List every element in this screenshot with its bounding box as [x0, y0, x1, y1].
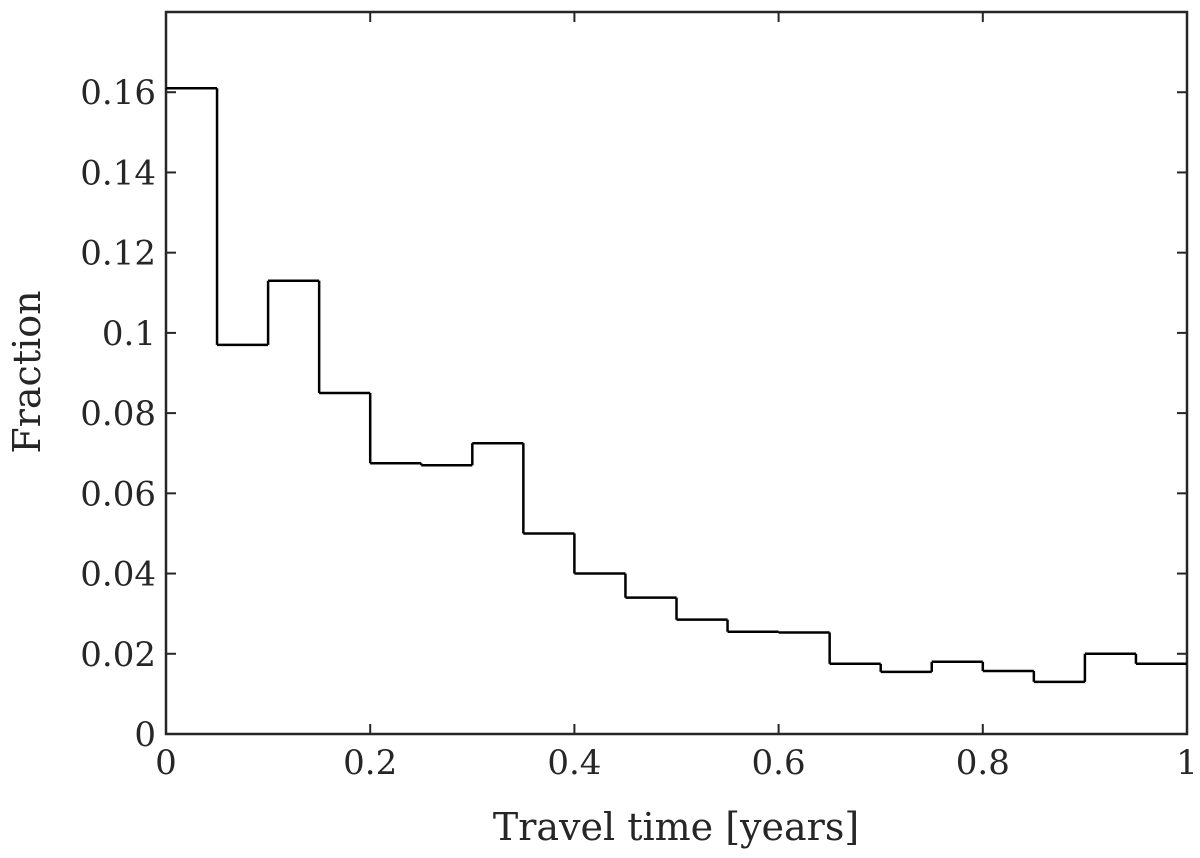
x-tick-label: 0 [155, 743, 177, 783]
histogram-series [166, 86, 1187, 684]
x-axis-title: Travel time [years] [493, 805, 859, 849]
x-tick-label: 0.6 [752, 743, 806, 783]
y-tick-label: 0.06 [80, 474, 156, 514]
y-tick-label: 0.12 [80, 234, 156, 274]
y-tick-label: 0.14 [80, 153, 156, 193]
plot-frame [164, 10, 1189, 736]
x-tick-label: 0.8 [956, 743, 1010, 783]
y-tick-label: 0.1 [102, 314, 156, 354]
y-tick-label: 0.02 [80, 635, 156, 675]
y-tick-label: 0.04 [80, 555, 156, 595]
x-tick-label: 0.4 [547, 743, 601, 783]
axes [164, 10, 1189, 736]
y-tick-label: 0.16 [80, 73, 156, 113]
x-tick-label: 0.2 [343, 743, 397, 783]
x-tick-label: 1 [1176, 743, 1198, 783]
y-axis-title: Fraction [5, 290, 49, 453]
y-tick-label: 0 [134, 715, 156, 755]
x-axis-ticks: 0 0.2 0.4 0.6 0.8 1 [155, 12, 1198, 783]
y-axis-ticks: 0 0.02 0.04 0.06 0.08 0.1 0.12 0.14 0.16 [80, 73, 1187, 755]
y-tick-label: 0.08 [80, 394, 156, 434]
